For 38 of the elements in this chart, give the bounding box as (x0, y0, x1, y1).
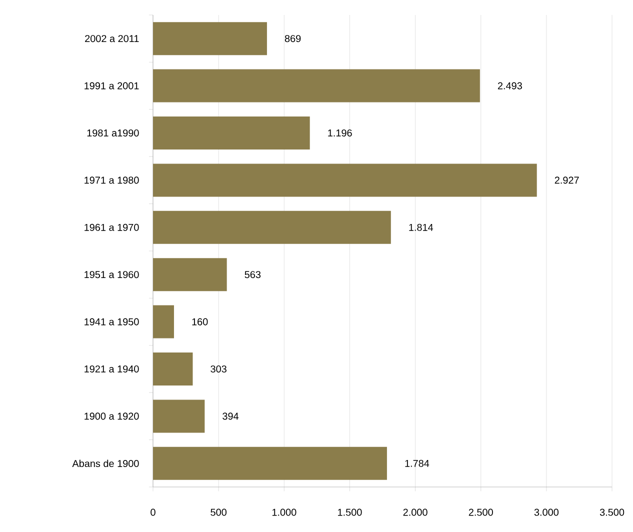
y-tick-label: 1961 a 1970 (84, 224, 139, 231)
y-tick-label: 1971 a 1980 (84, 176, 139, 184)
data-label: 394 (222, 412, 239, 420)
data-label: 2.927 (554, 176, 579, 184)
y-tick-label: 2002 a 2011 (85, 35, 139, 42)
x-tick-label: 0 (150, 508, 156, 516)
data-label: 869 (284, 35, 301, 42)
y-tick-label: Abans de 1900 (72, 460, 139, 468)
x-tick-label: 1.500 (338, 508, 362, 516)
x-tick-label: 1.000 (272, 508, 296, 516)
data-label: 2.493 (498, 82, 522, 90)
data-label: 1.196 (328, 129, 352, 137)
y-tick-label: 1991 a 2001 (84, 82, 139, 90)
bar (153, 400, 205, 433)
data-label: 303 (210, 365, 226, 373)
x-tick-label: 2.000 (403, 508, 428, 516)
y-tick-label: 1951 a 1960 (84, 271, 139, 278)
y-tick-label: 1921 a 1940 (84, 365, 139, 373)
data-label: 1.784 (405, 460, 430, 467)
bar (153, 305, 174, 338)
data-label: 160 (192, 318, 208, 326)
bar (153, 446, 387, 480)
bar (153, 210, 391, 244)
y-tick-label: 1900 a 1920 (84, 412, 139, 420)
data-label: 1.814 (409, 224, 434, 231)
x-tick-label: 3.500 (600, 508, 624, 516)
y-tick-label: 1981 a1990 (87, 129, 139, 137)
y-tick-label: 1941 a 1950 (84, 318, 139, 326)
data-label: 563 (244, 271, 261, 278)
bar (153, 352, 193, 386)
bar (153, 258, 227, 292)
x-tick-label: 2.500 (468, 508, 493, 516)
bar (153, 69, 480, 102)
bar (153, 116, 310, 150)
bar (153, 22, 267, 56)
x-tick-label: 3.000 (534, 508, 559, 516)
bar (153, 164, 537, 197)
x-tick-label: 500 (210, 508, 227, 516)
